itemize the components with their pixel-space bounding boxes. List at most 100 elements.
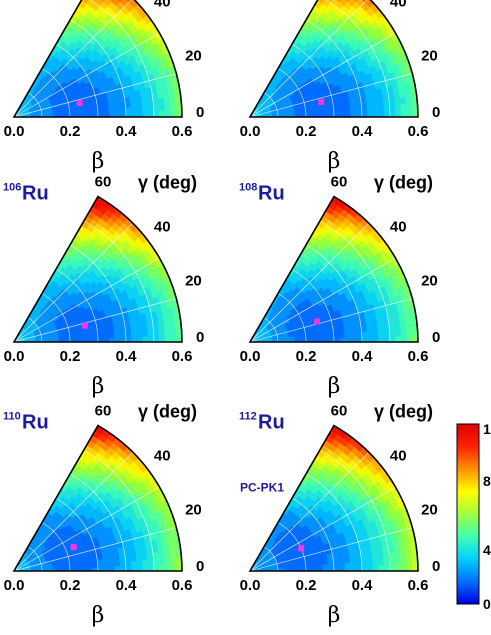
contour-fill: [14, 0, 182, 117]
contour-fill: [14, 425, 182, 571]
x-tick-label: 0.4: [116, 348, 138, 365]
nucleus-symbol: Ru: [258, 412, 285, 434]
gamma-tick-label: 0: [432, 104, 440, 121]
x-axis-label: β: [92, 374, 105, 399]
gamma-axis-label: γ (deg): [138, 173, 197, 193]
gamma-tick-label: 40: [390, 218, 407, 235]
x-tick-label: 0.6: [408, 348, 429, 365]
gamma-tick-label: 40: [154, 447, 171, 464]
gamma-tick-label: 20: [185, 272, 202, 289]
x-tick-label: 0.4: [352, 123, 374, 140]
x-tick-label: 0.4: [352, 577, 374, 594]
energy-surface-panel: 0.0 0.2 0.4 0.6 β 0 20 40: [240, 0, 440, 174]
gamma-tick-label: 0: [196, 329, 204, 346]
x-tick-label: 0.6: [408, 123, 429, 140]
minimum-marker: [298, 545, 305, 552]
x-tick-label: 0.6: [172, 577, 193, 594]
gamma-tick-label: 40: [390, 0, 407, 10]
x-tick-label: 0.0: [240, 123, 261, 140]
panel-frame: [12, 195, 183, 343]
gamma-tick-label: 40: [154, 218, 171, 235]
x-tick-label: 0.4: [116, 123, 138, 140]
gamma-tick-60: 60: [331, 403, 348, 420]
gamma-tick-label: 20: [185, 47, 202, 64]
energy-surface-panel: 0.0 0.2 0.4 0.6 β 0 20 40: [4, 0, 204, 174]
gamma-tick-60: 60: [331, 174, 348, 191]
energy-surface-panel: 0.0 0.2 0.4 0.6 β 0 20 40 60 γ (deg) 112 Ru PC-PK1: [239, 402, 440, 629]
minimum-marker: [70, 543, 77, 550]
gamma-tick-60: 60: [95, 403, 112, 420]
nucleus-mass-number: 112: [239, 411, 257, 423]
gamma-tick-60: 60: [95, 174, 112, 191]
colorbar-tick-0: 0: [483, 596, 491, 612]
panel-frame: [248, 424, 419, 572]
gamma-tick-label: 0: [196, 558, 204, 575]
nucleus-symbol: Ru: [258, 183, 285, 205]
model-label: PC-PK1: [240, 481, 284, 495]
minimum-marker: [313, 318, 320, 325]
nucleus-symbol: Ru: [22, 412, 49, 434]
panel-frame: [248, 195, 419, 343]
x-tick-label: 0.2: [60, 348, 81, 365]
x-axis-label: β: [92, 603, 105, 628]
gamma-tick-label: 20: [185, 501, 202, 518]
x-tick-label: 0.0: [240, 348, 261, 365]
gamma-axis-label: γ (deg): [374, 402, 433, 422]
x-tick-label: 0.6: [172, 123, 193, 140]
nucleus-mass-number: 110: [3, 411, 21, 423]
x-tick-label: 0.2: [296, 123, 317, 140]
gamma-axis-label: γ (deg): [138, 402, 197, 422]
polar-grid: [249, 0, 413, 118]
x-tick-label: 0.6: [408, 577, 429, 594]
gamma-tick-label: 40: [390, 447, 407, 464]
energy-surface-panel: 0.0 0.2 0.4 0.6 β 0 20 40 60 γ (deg) 110 Ru: [3, 402, 204, 629]
x-axis-label: β: [328, 603, 341, 628]
colorbar-gradient: [456, 423, 480, 605]
gamma-tick-label: 0: [432, 558, 440, 575]
gamma-axis-label: γ (deg): [374, 173, 433, 193]
gamma-tick-label: 20: [421, 272, 438, 289]
nucleus-mass-number: 108: [239, 182, 257, 194]
x-tick-label: 0.4: [352, 348, 374, 365]
x-tick-label: 0.0: [4, 123, 25, 140]
polar-grid: [13, 0, 177, 118]
polar-grid: [13, 449, 177, 572]
colorbar-tick-8: 8: [483, 473, 491, 489]
x-tick-label: 0.2: [60, 577, 81, 594]
colorbar-tick-1: 1: [483, 421, 491, 437]
gamma-tick-label: 0: [432, 329, 440, 346]
x-tick-label: 0.0: [240, 577, 261, 594]
minimum-marker: [81, 322, 88, 329]
x-axis-label: β: [328, 374, 341, 399]
x-tick-label: 0.2: [296, 577, 317, 594]
polar-grid: [249, 220, 413, 343]
x-tick-label: 0.6: [172, 348, 193, 365]
energy-surface-panel: 0.0 0.2 0.4 0.6 β 0 20 40 60 γ (deg) 106 Ru: [3, 173, 204, 400]
minimum-marker: [318, 98, 325, 105]
panel-frame: [248, 0, 419, 118]
x-tick-label: 0.2: [296, 348, 317, 365]
x-tick-label: 0.0: [4, 348, 25, 365]
polar-grid: [13, 220, 177, 343]
energy-surface-panel: 0.0 0.2 0.4 0.6 β 0 20 40 60 γ (deg) 108 Ru: [239, 173, 440, 400]
colorbar: 1 8 4 0: [456, 421, 491, 612]
x-tick-label: 0.4: [116, 577, 138, 594]
x-tick-label: 0.2: [60, 123, 81, 140]
x-tick-label: 0.0: [4, 577, 25, 594]
x-axis-label: β: [328, 149, 341, 174]
x-axis-label: β: [92, 149, 105, 174]
polar-grid: [249, 449, 413, 572]
contour-fill: [250, 0, 418, 117]
panel-frame: [12, 424, 183, 572]
panel-frame: [12, 0, 183, 118]
minimum-marker: [76, 100, 83, 106]
nucleus-mass-number: 106: [3, 182, 21, 194]
gamma-tick-label: 20: [421, 501, 438, 518]
gamma-tick-label: 20: [421, 47, 438, 64]
gamma-tick-label: 40: [154, 0, 171, 10]
colorbar-tick-4: 4: [483, 542, 491, 558]
nucleus-symbol: Ru: [22, 183, 49, 205]
gamma-tick-label: 0: [196, 104, 204, 121]
